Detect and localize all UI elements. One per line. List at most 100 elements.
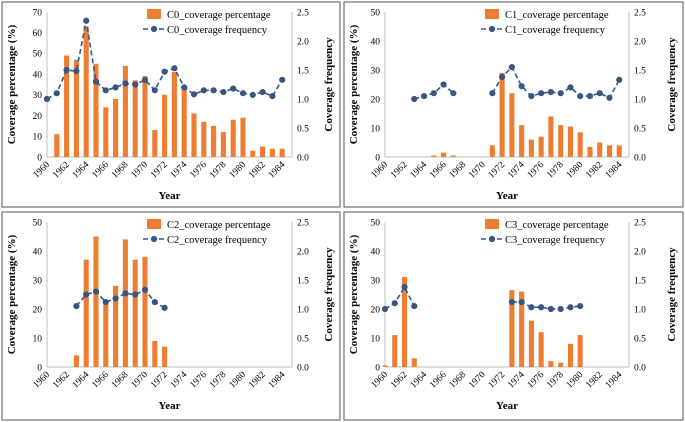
x-tick-label: 1976	[526, 160, 547, 181]
bar	[113, 99, 119, 157]
x-tick-label: 1974	[506, 160, 527, 181]
x-tick-label: 1968	[448, 370, 469, 391]
x-tick-label: 1974	[506, 370, 527, 391]
bar	[83, 26, 89, 157]
frequency-point	[269, 93, 276, 100]
y-tick-label-left: 40	[371, 37, 381, 47]
frequency-line	[384, 285, 415, 310]
y-tick-label-left: 30	[33, 276, 43, 286]
x-tick-label: 1984	[267, 160, 288, 181]
x-tick-label: 1972	[487, 160, 508, 181]
x-axis-title: Year	[159, 190, 181, 202]
y-tick-label-left: 30	[33, 91, 43, 101]
bar	[181, 88, 187, 157]
y-tick-label-right: 1.5	[297, 276, 309, 286]
legend-label-bar: C1_coverage percentage	[505, 10, 609, 21]
bar	[567, 126, 573, 157]
frequency-point	[73, 303, 80, 310]
bar	[392, 335, 398, 367]
y-tick-label-right: 1.5	[634, 276, 646, 286]
x-tick-label: 1966	[428, 370, 449, 391]
frequency-point	[508, 64, 515, 71]
legend-label-line: C1_coverage frequency	[505, 25, 606, 36]
bar	[152, 340, 158, 367]
bar	[431, 155, 437, 157]
bar	[489, 145, 495, 157]
bar	[250, 150, 256, 157]
y-tick-label-right: 1.0	[634, 305, 646, 315]
frequency-point	[161, 68, 168, 75]
frequency-point	[220, 88, 227, 96]
y-tick-label-left: 50	[371, 8, 381, 18]
y-tick-label-right: 2.5	[634, 218, 646, 228]
bar	[558, 125, 564, 157]
y-tick-label-right: 1.0	[634, 95, 646, 105]
y-tick-label-left: 70	[33, 8, 43, 18]
bar	[597, 142, 603, 157]
bar	[616, 145, 622, 157]
frequency-point	[122, 290, 129, 297]
bar	[93, 236, 99, 367]
bar	[538, 332, 544, 367]
x-tick-label: 1980	[565, 160, 586, 181]
bar	[548, 361, 554, 367]
y-tick-label-right: 0.0	[297, 153, 309, 163]
x-tick-label: 1976	[188, 370, 209, 391]
bar	[171, 72, 177, 157]
y-tick-label-right: 1.0	[297, 95, 309, 105]
bar	[558, 362, 564, 367]
x-tick-label: 1972	[149, 160, 170, 181]
y-tick-label-right: 0.5	[297, 334, 309, 344]
bar	[411, 358, 417, 367]
frequency-point	[430, 90, 437, 97]
legend-label-line: C0_coverage frequency	[167, 25, 268, 36]
legend-swatch-bar	[485, 9, 499, 19]
bar	[230, 119, 236, 157]
x-tick-label: 1982	[247, 160, 268, 181]
y-tick-label-right: 0.0	[634, 153, 646, 163]
panel-frame	[1, 211, 341, 421]
y-tick-label-right: 2.0	[634, 247, 646, 257]
bar	[142, 256, 148, 367]
x-tick-label: 1980	[228, 370, 249, 391]
frequency-line	[75, 288, 166, 309]
y-axis-title-right: Coverage frequency	[666, 247, 678, 342]
legend-swatch-bar	[485, 219, 499, 229]
y-tick-label-left: 30	[371, 66, 381, 76]
bar	[113, 285, 119, 367]
y-tick-label-right: 2.0	[634, 37, 646, 47]
frequency-point	[151, 298, 158, 306]
frequency-point	[200, 87, 207, 94]
bar	[142, 76, 148, 157]
legend-swatch-marker	[488, 25, 496, 33]
frequency-point	[411, 95, 418, 103]
x-axis-title: Year	[496, 400, 518, 412]
bar	[191, 113, 197, 157]
bar	[450, 155, 456, 157]
frequency-point	[92, 78, 100, 85]
bar	[73, 59, 79, 158]
y-tick-label-left: 60	[33, 29, 43, 39]
frequency-point	[518, 83, 525, 90]
frequency-point	[141, 286, 149, 293]
frequency-point	[102, 298, 109, 306]
frequency-point	[63, 66, 70, 74]
frequency-point	[102, 87, 109, 94]
frequency-point	[547, 305, 555, 313]
bar	[538, 136, 544, 157]
bar	[577, 335, 583, 367]
frequency-point	[239, 90, 247, 97]
y-tick-label-left: 10	[33, 334, 43, 344]
bar	[269, 148, 275, 157]
bar	[567, 343, 573, 367]
x-axis-title: Year	[496, 190, 518, 202]
frequency-point	[557, 90, 564, 97]
frequency-point	[132, 291, 139, 298]
bar	[401, 277, 408, 367]
frequency-point	[132, 81, 139, 88]
y-tick-label-left: 20	[371, 305, 381, 315]
frequency-point	[171, 65, 178, 72]
